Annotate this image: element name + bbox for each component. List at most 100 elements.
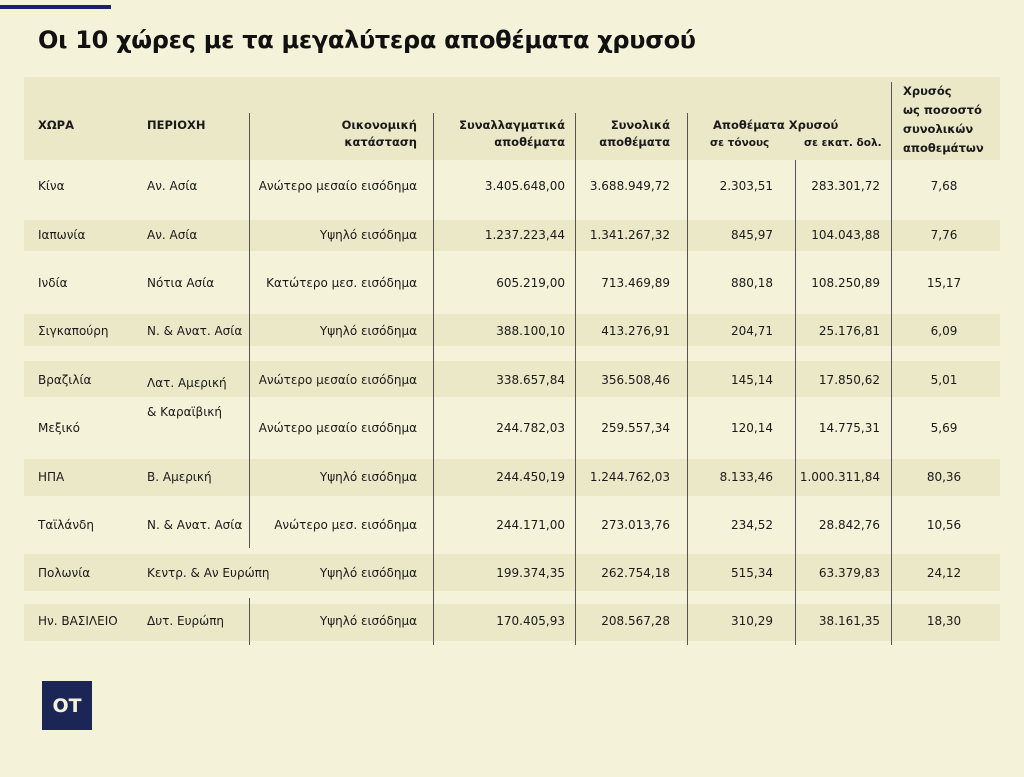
fx-reserves-cell: 244.450,19 [496,470,565,484]
column-divider [249,598,250,645]
row-stripe [24,314,1000,346]
economy-cell: Υψηλό εισόδημα [319,228,417,242]
fx-reserves-cell: 199.374,35 [496,566,565,580]
column-divider [687,113,688,645]
region-cell: Β. Αμερική [147,470,212,484]
gold-pct-cell: 15,17 [926,276,962,290]
economy-cell: Ανώτερο μεσαίο εισόδημα [258,179,417,193]
gold-tonnes-cell: 880,18 [731,276,773,290]
gold-usd-cell: 63.379,83 [818,566,880,580]
gold-pct-cell: 6,09 [930,324,958,338]
header-band [24,77,1000,160]
country-cell: Κίνα [38,179,65,193]
gold-tonnes-cell: 310,29 [731,614,773,628]
gold-usd-cell: 25.176,81 [818,324,880,338]
region-cell: & Καραϊβική [147,405,222,419]
region-cell: Ν. & Ανατ. Ασία [147,324,243,338]
country-cell: Σιγκαπούρη [38,324,109,338]
total-reserves-cell: 413.276,91 [601,324,670,338]
gold-pct-cell: 80,36 [926,470,962,484]
gold-tonnes-cell: 845,97 [731,228,773,242]
total-reserves-cell: 259.557,34 [601,421,670,435]
row-stripe [24,604,1000,641]
gold-tonnes-cell: 515,34 [731,566,773,580]
header-gold-group: Αποθέματα Χρυσού [713,118,839,132]
accent-line [0,5,111,9]
gold-usd-cell: 104.043,88 [811,228,880,242]
row-stripe [24,554,1000,591]
column-divider [891,82,892,645]
page-title: Οι 10 χώρες με τα μεγαλύτερα αποθέματα χ… [38,26,696,54]
country-cell: Ιαπωνία [38,228,86,242]
gold-pct-cell: 18,30 [926,614,962,628]
country-cell: ΗΠΑ [38,470,65,484]
gold-usd-cell: 28.842,76 [818,518,880,532]
row-stripe [24,459,1000,496]
gold-pct-cell: 5,69 [930,421,958,435]
fx-reserves-cell: 1.237.223,44 [484,228,565,242]
header-total-reserves: Συνολικά αποθέματα [599,118,670,149]
fx-reserves-cell: 388.100,10 [496,324,565,338]
row-stripe [24,220,1000,251]
gold-tonnes-cell: 145,14 [731,373,773,387]
total-reserves-cell: 1.244.762,03 [589,470,670,484]
fx-reserves-cell: 170.405,93 [496,614,565,628]
fx-reserves-cell: 244.171,00 [496,518,565,532]
gold-pct-cell: 7,68 [930,179,958,193]
header-gold-usd: σε εκατ. δολ. [804,137,882,149]
economy-cell: Ανώτερο μεσαίο εισόδημα [258,421,417,435]
country-cell: Μεξικό [38,421,81,435]
total-reserves-cell: 273.013,76 [601,518,670,532]
gold-pct-cell: 10,56 [926,518,962,532]
total-reserves-cell: 208.567,28 [601,614,670,628]
gold-usd-cell: 17.850,62 [818,373,880,387]
country-cell: Πολωνία [38,566,91,580]
economy-cell: Κατώτερο μεσ. εισόδημα [266,276,417,290]
gold-tonnes-cell: 2.303,51 [719,179,773,193]
gold-usd-cell: 108.250,89 [811,276,880,290]
header-economy: Οικονομική κατάσταση [341,118,417,149]
region-cell: Κεντρ. & Αν Ευρώπη [147,566,270,580]
total-reserves-cell: 1.341.267,32 [589,228,670,242]
region-cell: Αν. Ασία [147,179,198,193]
country-cell: Ταϊλάνδη [38,518,94,532]
total-reserves-cell: 262.754,18 [601,566,670,580]
region-cell: Ν. & Ανατ. Ασία [147,518,243,532]
fx-reserves-cell: 244.782,03 [496,421,565,435]
gold-usd-cell: 38.161,35 [818,614,880,628]
total-reserves-cell: 713.469,89 [601,276,670,290]
header-region: ΠΕΡΙΟΧΗ [147,118,206,132]
gold-usd-cell: 14.775,31 [818,421,880,435]
row-stripe [24,361,1000,397]
region-cell: Δυτ. Ευρώπη [147,614,225,628]
header-gold-pct: Χρυσός ως ποσοστό συνολικών αποθεμάτων [903,84,984,155]
country-cell: Βραζιλία [38,373,92,387]
column-divider [249,113,250,548]
column-divider [433,113,434,645]
country-cell: Ινδία [38,276,68,290]
fx-reserves-cell: 338.657,84 [496,373,565,387]
gold-tonnes-cell: 204,71 [731,324,773,338]
gold-pct-cell: 5,01 [930,373,958,387]
economy-cell: Υψηλό εισόδημα [319,324,417,338]
column-divider [575,113,576,645]
economy-cell: Ανώτερο μεσαίο εισόδημα [258,373,417,387]
header-fx-reserves: Συναλλαγματικά αποθέματα [459,118,565,149]
gold-pct-cell: 7,76 [930,228,958,242]
total-reserves-cell: 3.688.949,72 [589,179,670,193]
header-country: ΧΩΡΑ [38,118,74,132]
total-reserves-cell: 356.508,46 [601,373,670,387]
economy-cell: Ανώτερο μεσ. εισόδημα [274,518,417,532]
economy-cell: Υψηλό εισόδημα [319,566,417,580]
economy-cell: Υψηλό εισόδημα [319,470,417,484]
fx-reserves-cell: 605.219,00 [496,276,565,290]
ot-logo: OT [42,681,92,730]
fx-reserves-cell: 3.405.648,00 [484,179,565,193]
gold-usd-cell: 283.301,72 [811,179,880,193]
gold-tonnes-cell: 120,14 [731,421,773,435]
region-cell: Αν. Ασία [147,228,198,242]
economy-cell: Υψηλό εισόδημα [319,614,417,628]
region-cell: Λατ. Αμερική [147,376,227,390]
gold-tonnes-cell: 8.133,46 [719,470,773,484]
